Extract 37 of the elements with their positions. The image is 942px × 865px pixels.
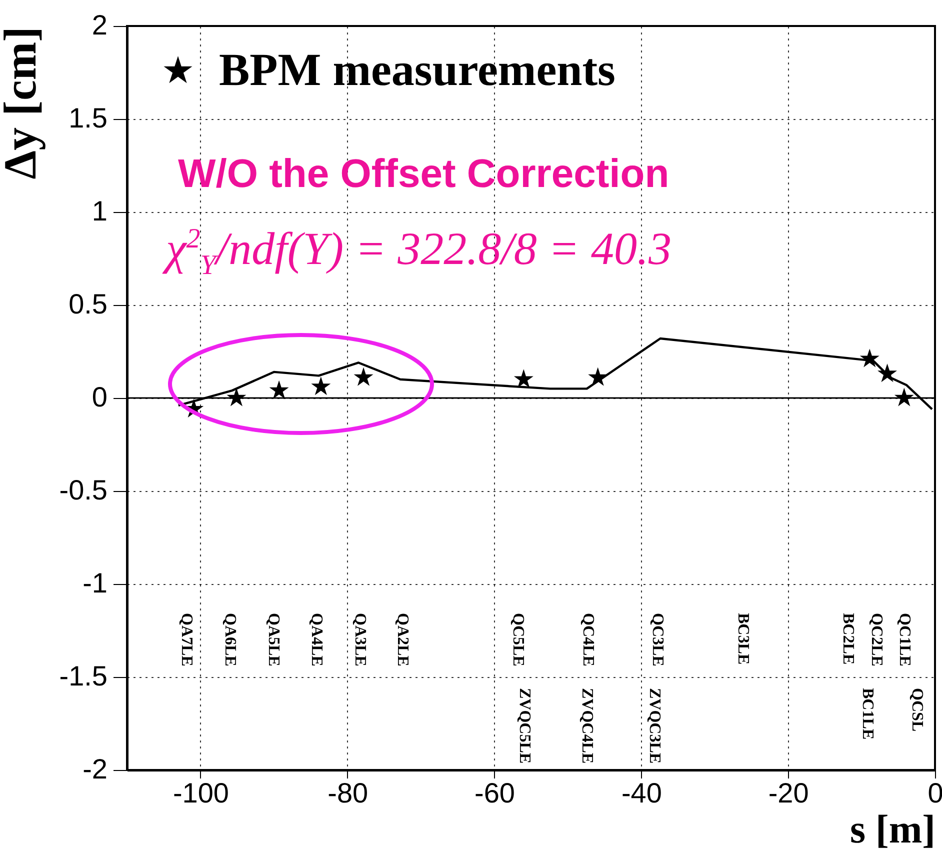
annotation: QA7LE: [178, 613, 196, 666]
annotation: BC3LE: [734, 613, 752, 665]
annotation: QA6LE: [222, 613, 239, 666]
annotation: QC4LE: [579, 613, 596, 666]
annotation: ZVQC3LE: [646, 688, 664, 764]
annotation: QC5LE: [510, 613, 526, 666]
legend-label: BPM measurements: [219, 44, 616, 95]
y-tick-label: 1: [92, 196, 108, 226]
annotation: QCSL: [908, 688, 926, 732]
annotation: BC2LE: [839, 613, 856, 665]
annotation: QA5LE: [264, 613, 282, 666]
y-tick-label: -1.5: [59, 660, 108, 692]
y-tick-label: 2: [92, 10, 108, 40]
x-tick-label: -60: [474, 778, 516, 808]
x-tick-label: -40: [621, 778, 662, 808]
x-tick-label: 0: [928, 778, 942, 808]
annotation: QC1LE: [896, 613, 913, 666]
x-tick-label: -20: [768, 778, 809, 808]
annotation: BC1LE: [859, 688, 876, 740]
annotation: QC2LE: [868, 613, 885, 666]
annotation: ZVQC5LE: [516, 688, 534, 764]
y-tick-label: 0.5: [68, 288, 108, 320]
annotation: QA2LE: [394, 613, 412, 666]
y-tick-label: 1.5: [68, 102, 108, 134]
annotation: QC3LE: [649, 613, 666, 666]
y-tick-label: -2: [82, 754, 108, 784]
y-tick-label: 0: [92, 382, 108, 412]
y-tick-label: -0.5: [59, 474, 108, 506]
y-tick-label: -1: [82, 568, 108, 598]
annotation: QA4LE: [308, 613, 326, 666]
annotation: ZVQC4LE: [578, 688, 596, 764]
annotation: W/O the Offset Correction: [178, 152, 670, 197]
x-axis-title: s [m]: [850, 806, 936, 852]
y-axis-title: Δy [cm]: [0, 26, 46, 180]
annotation: QA3LE: [352, 613, 369, 666]
x-tick-label: -100: [172, 778, 229, 808]
x-tick-label: -80: [328, 778, 368, 808]
